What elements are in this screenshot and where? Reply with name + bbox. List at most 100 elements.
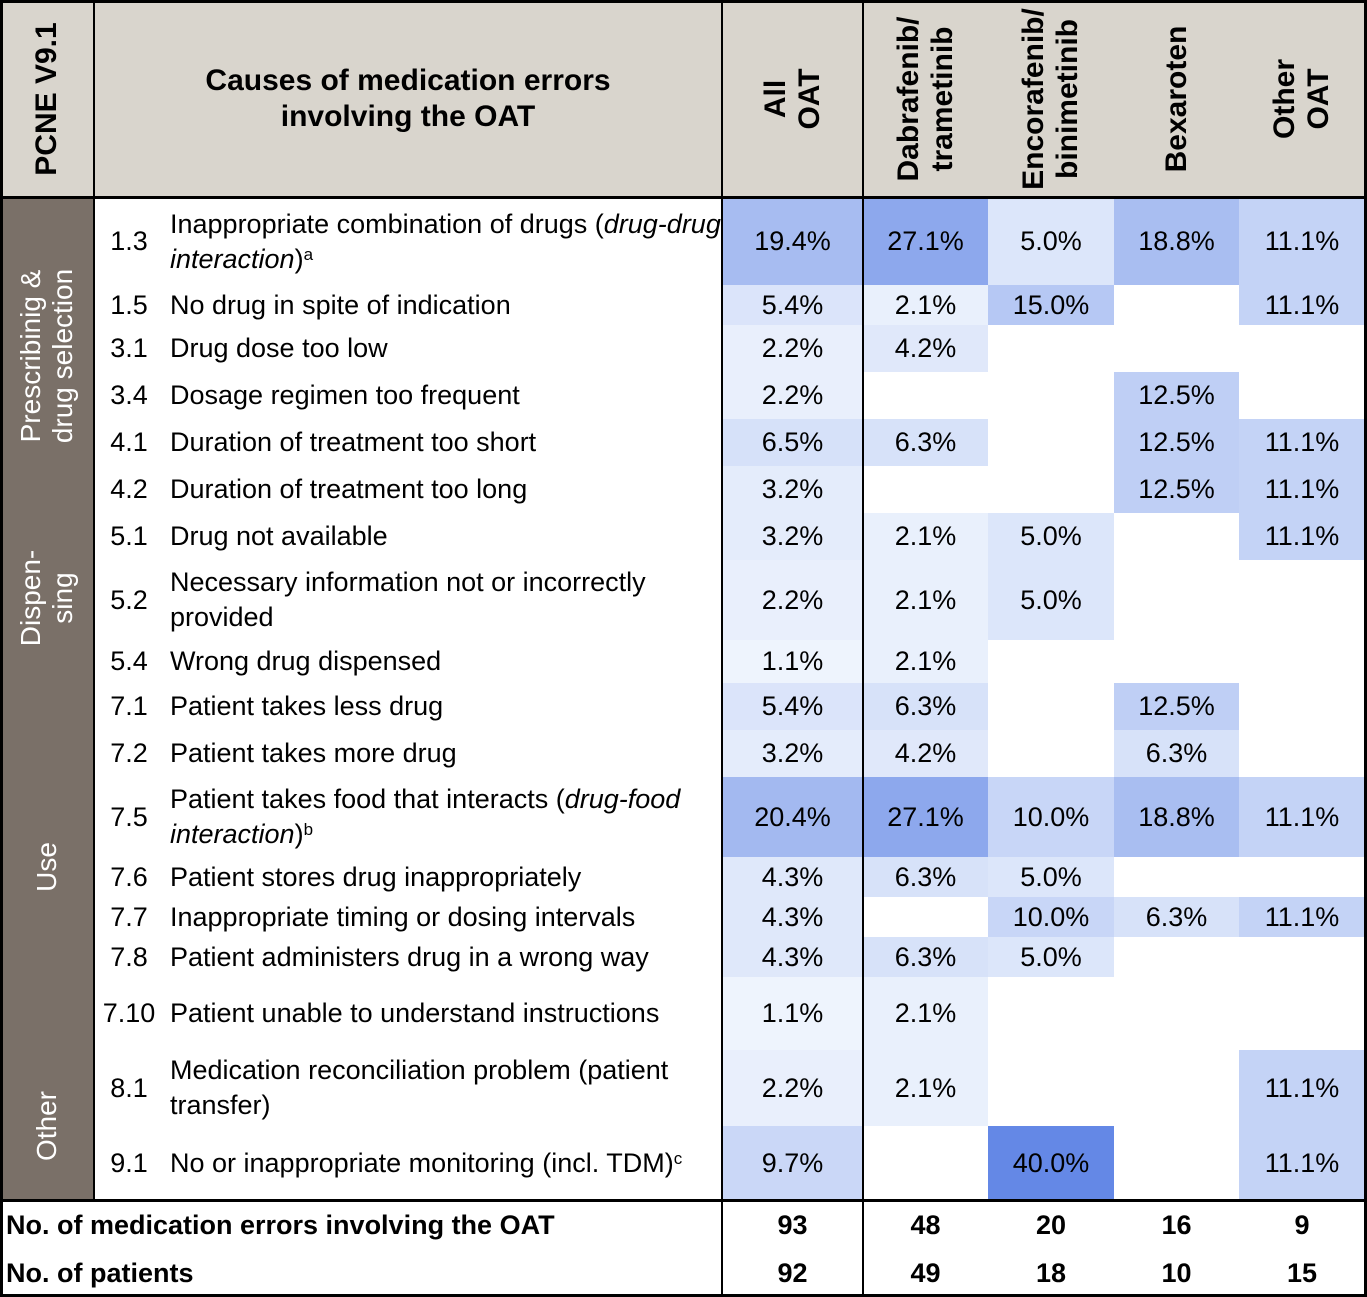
row-code: 4.1 bbox=[110, 427, 148, 457]
category-label: Prescribinig & drug selection bbox=[15, 268, 78, 443]
value-cell bbox=[1239, 560, 1365, 640]
row-code: 7.5 bbox=[110, 801, 148, 832]
column-header-2: Dabrafenib/trametinib bbox=[863, 0, 988, 198]
value-cell: 5.0% bbox=[988, 198, 1114, 285]
value-cell: 11.1% bbox=[1239, 897, 1365, 937]
causes-header-label: Causes of medication errors involving th… bbox=[205, 64, 611, 133]
value-cell: 12.5% bbox=[1114, 683, 1239, 730]
total-value: 48 bbox=[910, 1210, 941, 1240]
value-cell: 1.1% bbox=[722, 977, 863, 1050]
category-cell: Prescribinig & drug selection bbox=[0, 198, 94, 513]
value-cell: 27.1% bbox=[863, 777, 988, 857]
value-cell bbox=[1239, 857, 1365, 897]
causes-header-cell: Causes of medication errors involving th… bbox=[94, 0, 722, 198]
value-cell: 5.4% bbox=[722, 285, 863, 325]
value-cell: 2.2% bbox=[722, 372, 863, 419]
value-cell: 19.4% bbox=[722, 198, 863, 285]
value-cell: 5.0% bbox=[988, 937, 1114, 977]
value-cell: 12.5% bbox=[1114, 466, 1239, 513]
value-cell bbox=[988, 466, 1114, 513]
value-cell: 12.5% bbox=[1114, 372, 1239, 419]
value-cell: 5.4% bbox=[722, 683, 863, 730]
value-cell bbox=[988, 372, 1114, 419]
value-cell: 5.0% bbox=[988, 560, 1114, 640]
row-description: Wrong drug dispensed bbox=[94, 640, 722, 683]
pcne-header-cell: PCNE V9.1 bbox=[0, 0, 94, 198]
header-divider bbox=[0, 196, 1367, 199]
row-description-text: Patient takes less drug bbox=[170, 691, 444, 721]
value-cell: 40.0% bbox=[988, 1126, 1114, 1201]
row-code: 3.1 bbox=[110, 333, 148, 363]
column-header-label: Dabrafenib/trametinib bbox=[891, 16, 959, 182]
row-code: 1.3 bbox=[110, 226, 148, 256]
row-description-text: Drug not available bbox=[170, 521, 388, 551]
value-cell: 6.3% bbox=[863, 419, 988, 466]
value-cell: 4.3% bbox=[722, 937, 863, 977]
value-cell: 2.2% bbox=[722, 560, 863, 640]
row-description: Drug dose too low bbox=[94, 325, 722, 372]
category-label: Other bbox=[31, 1090, 62, 1161]
value-cell: 15.0% bbox=[988, 285, 1114, 325]
row-description: Patient takes food that interacts (drug-… bbox=[94, 777, 722, 857]
value-cell: 27.1% bbox=[863, 198, 988, 285]
row-description: No or inappropriate monitoring (incl. TD… bbox=[94, 1126, 722, 1201]
total-value: 9 bbox=[1294, 1210, 1310, 1240]
value-cell bbox=[1239, 730, 1365, 777]
value-cell bbox=[988, 1050, 1114, 1126]
column-header-label: Encorafenib/binimetinib bbox=[1017, 8, 1084, 190]
value-cell: 20.4% bbox=[722, 777, 863, 857]
value-cell bbox=[988, 640, 1114, 683]
total-value: 16 bbox=[1161, 1210, 1192, 1240]
value-cell: 2.1% bbox=[863, 640, 988, 683]
row-description-text: Medication reconciliation problem (patie… bbox=[170, 1055, 669, 1120]
row-description: Inappropriate timing or dosing intervals bbox=[94, 897, 722, 937]
value-cell: 4.3% bbox=[722, 897, 863, 937]
value-cell bbox=[1114, 937, 1239, 977]
row-code: 1.5 bbox=[110, 289, 148, 320]
value-cell bbox=[863, 372, 988, 419]
total-value: 20 bbox=[1035, 1210, 1067, 1240]
total-label: No. of medication errors involving the O… bbox=[6, 1210, 555, 1240]
value-cell: 5.0% bbox=[988, 513, 1114, 560]
value-cell: 2.1% bbox=[863, 1050, 988, 1126]
value-cell: 11.1% bbox=[1239, 466, 1365, 513]
border-top bbox=[0, 0, 1367, 3]
row-description: Patient takes more drug bbox=[94, 730, 722, 777]
row-code: 4.2 bbox=[110, 474, 148, 504]
value-cell bbox=[1114, 640, 1239, 683]
value-cell: 18.8% bbox=[1114, 777, 1239, 857]
category-label: Dispen-sing bbox=[15, 549, 78, 647]
value-cell: 4.3% bbox=[722, 857, 863, 897]
row-description-text: No drug in spite of indication bbox=[170, 289, 511, 320]
row-description-text: Patient unable to understand instruction… bbox=[170, 998, 660, 1028]
row-description: Patient stores drug inappropriately bbox=[94, 857, 722, 897]
value-cell bbox=[1239, 325, 1365, 372]
row-code: 5.4 bbox=[110, 646, 148, 676]
col-divider-alloat bbox=[721, 0, 723, 1297]
value-cell bbox=[1114, 857, 1239, 897]
value-cell bbox=[1239, 640, 1365, 683]
row-code: 8.1 bbox=[110, 1072, 148, 1103]
col-divider-pcne bbox=[93, 0, 95, 1201]
total-value: 49 bbox=[910, 1258, 941, 1288]
row-description-text: No or inappropriate monitoring (incl. TD… bbox=[170, 1148, 683, 1178]
value-cell: 11.1% bbox=[1239, 777, 1365, 857]
total-value: 15 bbox=[1286, 1258, 1318, 1288]
value-cell: 11.1% bbox=[1239, 198, 1365, 285]
value-cell bbox=[863, 897, 988, 937]
value-cell: 9.7% bbox=[722, 1126, 863, 1201]
row-code: 7.7 bbox=[110, 901, 148, 932]
value-cell bbox=[1114, 1050, 1239, 1126]
row-description-text: Patient stores drug inappropriately bbox=[170, 861, 582, 892]
col-divider-dabrafenib bbox=[862, 0, 864, 1297]
value-cell: 1.1% bbox=[722, 640, 863, 683]
value-cell bbox=[988, 325, 1114, 372]
row-description: Dosage regimen too frequent bbox=[94, 372, 722, 419]
totals-divider bbox=[0, 1199, 1367, 1202]
value-cell: 10.0% bbox=[988, 777, 1114, 857]
value-cell bbox=[1239, 937, 1365, 977]
value-cell bbox=[1239, 977, 1365, 1050]
category-cell: Dispen-sing bbox=[0, 513, 94, 683]
border-bottom bbox=[0, 1294, 1367, 1297]
value-cell: 3.2% bbox=[722, 466, 863, 513]
